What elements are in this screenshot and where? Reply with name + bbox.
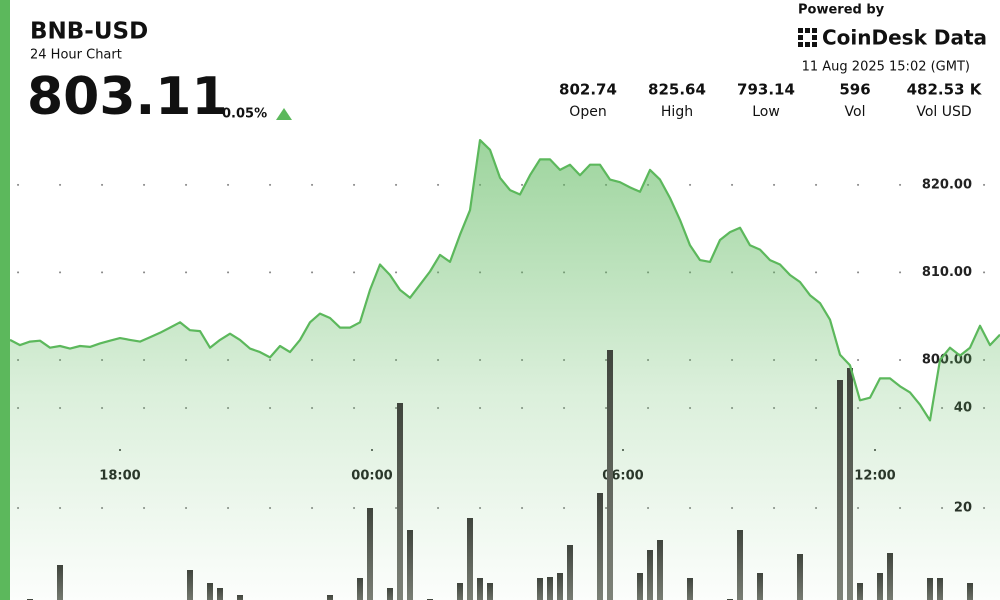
plot-area: 800.00810.00820.00204018:0000:0006:0012:… — [9, 139, 1000, 600]
brand-logo — [798, 28, 817, 47]
volume-bar — [327, 595, 333, 600]
price-line — [9, 139, 1000, 422]
volume-bar — [637, 573, 643, 600]
volume-bar — [757, 573, 763, 600]
stat-label: Vol — [845, 104, 866, 120]
volume-bar — [357, 578, 363, 600]
stat-label: Low — [752, 104, 780, 120]
volume-bar — [547, 577, 553, 600]
stat-value: 793.14 — [737, 81, 795, 99]
volume-bar — [647, 550, 653, 600]
volume-bar — [687, 578, 693, 600]
volume-bar — [877, 573, 883, 600]
stat-label: High — [661, 104, 693, 120]
stat-value: 825.64 — [648, 81, 706, 99]
volume-bar — [237, 595, 243, 600]
volume-bar — [857, 583, 863, 600]
volume-bar — [597, 493, 603, 600]
volume-bar — [937, 578, 943, 600]
volume-bar — [477, 578, 483, 600]
volume-bar — [467, 518, 473, 600]
volume-bar — [837, 380, 843, 600]
up-arrow — [276, 108, 292, 120]
change: 0.05% — [222, 107, 267, 122]
volume-bar — [967, 583, 973, 600]
volume-bar — [207, 583, 213, 600]
header: BNB-USD 24 Hour Chart 803.11 0.05% Power… — [27, 3, 987, 128]
volume-bar — [487, 583, 493, 600]
volume-bar — [797, 554, 803, 600]
volume-bar — [557, 573, 563, 600]
accent-bar — [0, 0, 10, 600]
stat-label: Open — [569, 104, 606, 120]
volume-bar — [567, 545, 573, 600]
volume-bar — [537, 578, 543, 600]
stat-value: 802.74 — [559, 81, 617, 99]
y-tick-label: 820.00 — [922, 177, 972, 192]
stat-value: 596 — [839, 81, 870, 99]
stat-value: 482.53 K — [907, 81, 983, 99]
volume-bar — [187, 570, 193, 600]
volume-bar — [57, 565, 63, 600]
powered-by: Powered by — [798, 3, 885, 18]
y-tick-label: 810.00 — [922, 265, 972, 280]
volume-bar — [927, 578, 933, 600]
volume-bar — [407, 530, 413, 600]
volume-bar — [397, 403, 403, 600]
price-area — [10, 140, 1000, 600]
price: 803.11 — [27, 67, 228, 127]
volume-bar — [457, 583, 463, 600]
volume-bar — [217, 588, 223, 600]
volume-bar — [657, 540, 663, 600]
symbol: BNB-USD — [30, 19, 148, 45]
brand: CoinDesk Data — [822, 26, 987, 50]
timestamp: 11 Aug 2025 15:02 (GMT) — [802, 60, 970, 75]
volume-bar — [887, 553, 893, 600]
volume-bar — [387, 588, 393, 600]
volume-bar — [607, 350, 613, 600]
volume-bar — [367, 508, 373, 600]
stat-label: Vol USD — [916, 104, 971, 120]
subtitle: 24 Hour Chart — [30, 48, 122, 63]
volume-bar — [737, 530, 743, 600]
volume-bar — [847, 368, 853, 600]
